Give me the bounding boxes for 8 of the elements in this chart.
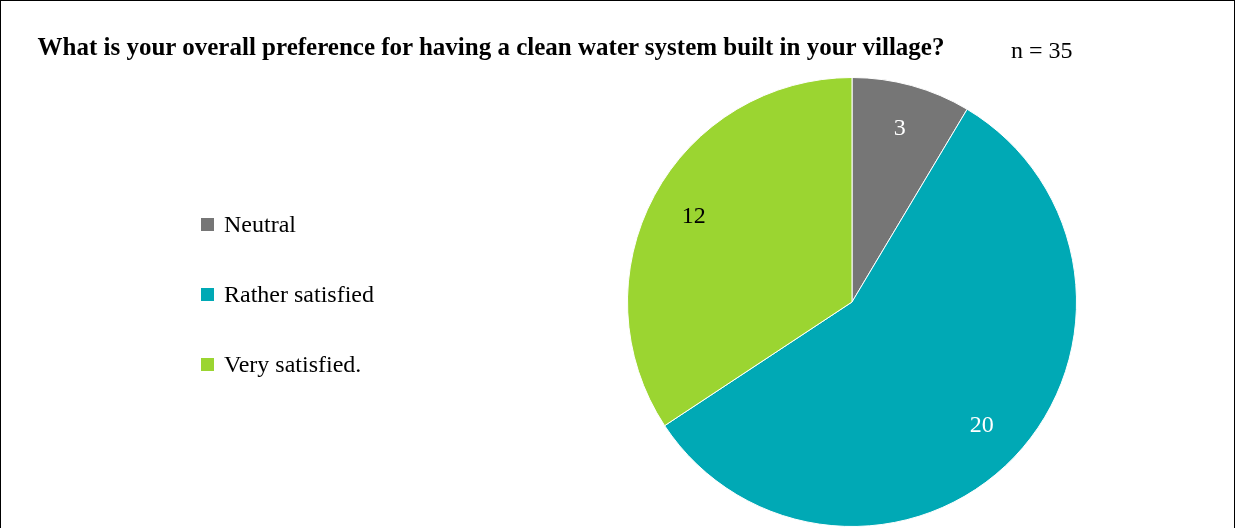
data-label: 12 xyxy=(681,202,706,229)
legend-label: Rather satisfied xyxy=(224,280,374,308)
data-label: 3 xyxy=(893,114,906,141)
legend-label: Neutral xyxy=(224,210,296,238)
data-label: 20 xyxy=(969,411,994,438)
chart-title: What is your overall preference for having a clean water system built in your village? xyxy=(36,32,946,62)
legend-label: Very satisfied. xyxy=(224,350,362,378)
text: n = 35 xyxy=(1011,37,1073,64)
